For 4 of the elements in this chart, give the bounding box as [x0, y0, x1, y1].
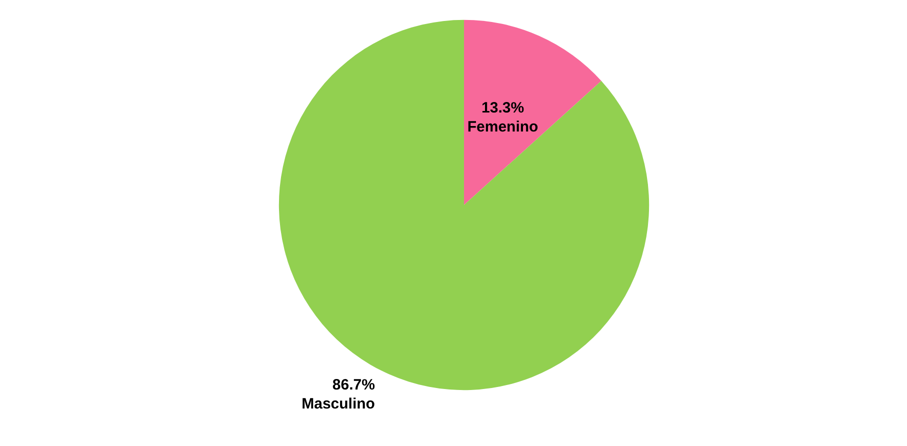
data-label: 86.7% — [332, 376, 375, 394]
slice-label: Masculino — [302, 395, 375, 412]
data-label: 13.3% — [481, 100, 524, 117]
slice-label: Femenino — [467, 118, 538, 136]
